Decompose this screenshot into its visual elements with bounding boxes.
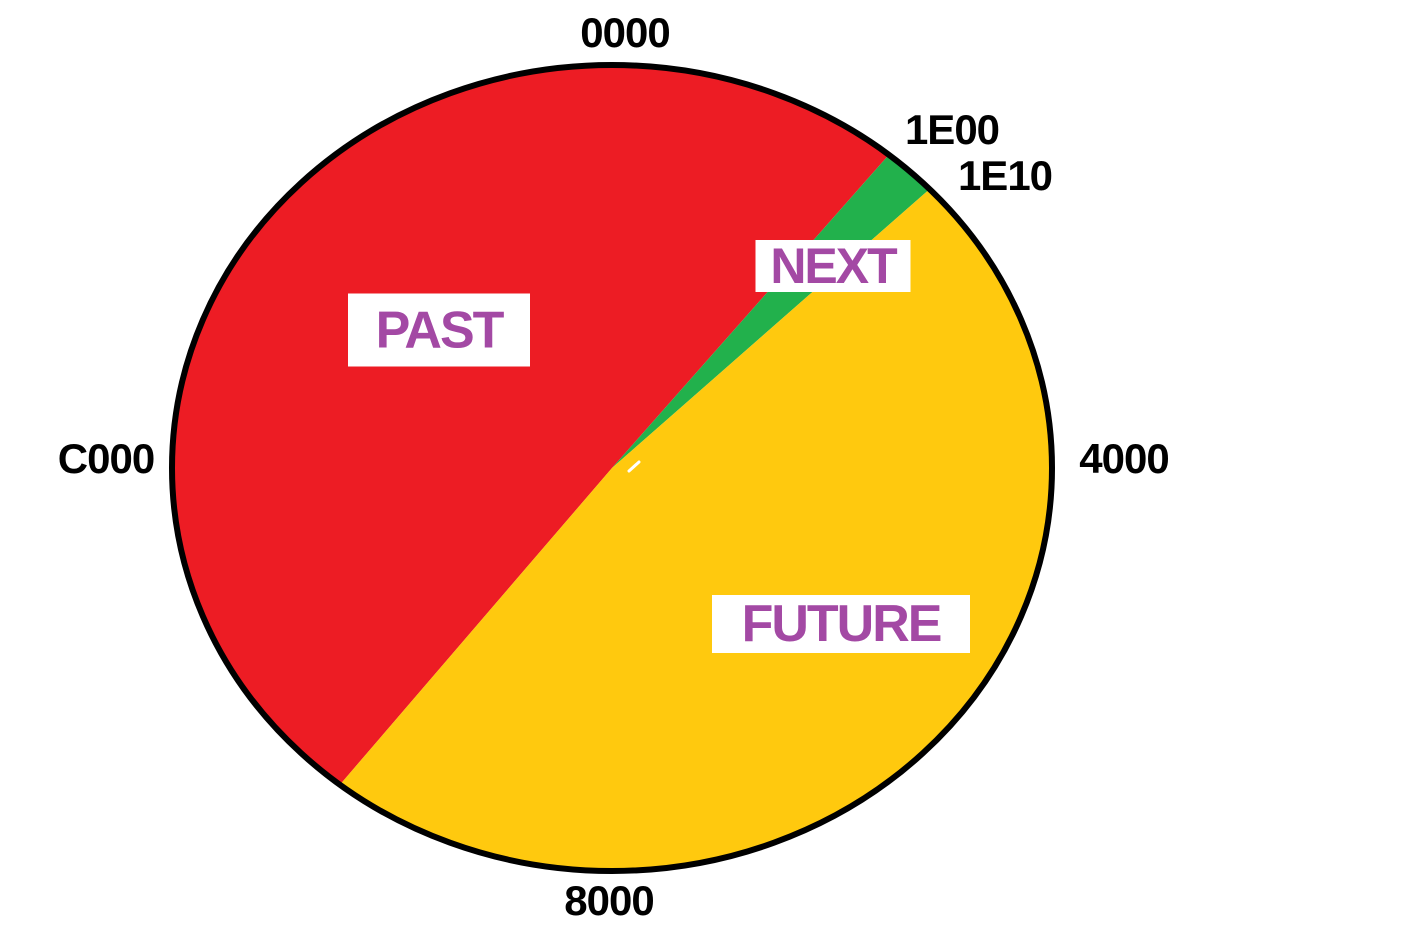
region-label-next: NEXT [755,240,911,292]
pen-artifact-gold-hook [611,484,621,494]
tick-label-8000: 8000 [564,877,654,924]
wheel-outline-ring [169,62,1055,874]
tick-label-1E00: 1E00 [904,106,1000,153]
pen-artifact-white-dash [627,460,641,473]
tick-label-4000: 4000 [1079,435,1169,482]
slice-past [172,65,889,785]
region-label-past: PAST [348,293,530,367]
tick-label-1E10: 1E10 [957,152,1053,199]
tick-label-0000: 0000 [580,9,670,56]
region-label-future: FUTURE [712,595,970,653]
tick-label-C000: C000 [57,435,155,482]
slice-next [612,154,930,469]
slice-future [339,189,1052,871]
